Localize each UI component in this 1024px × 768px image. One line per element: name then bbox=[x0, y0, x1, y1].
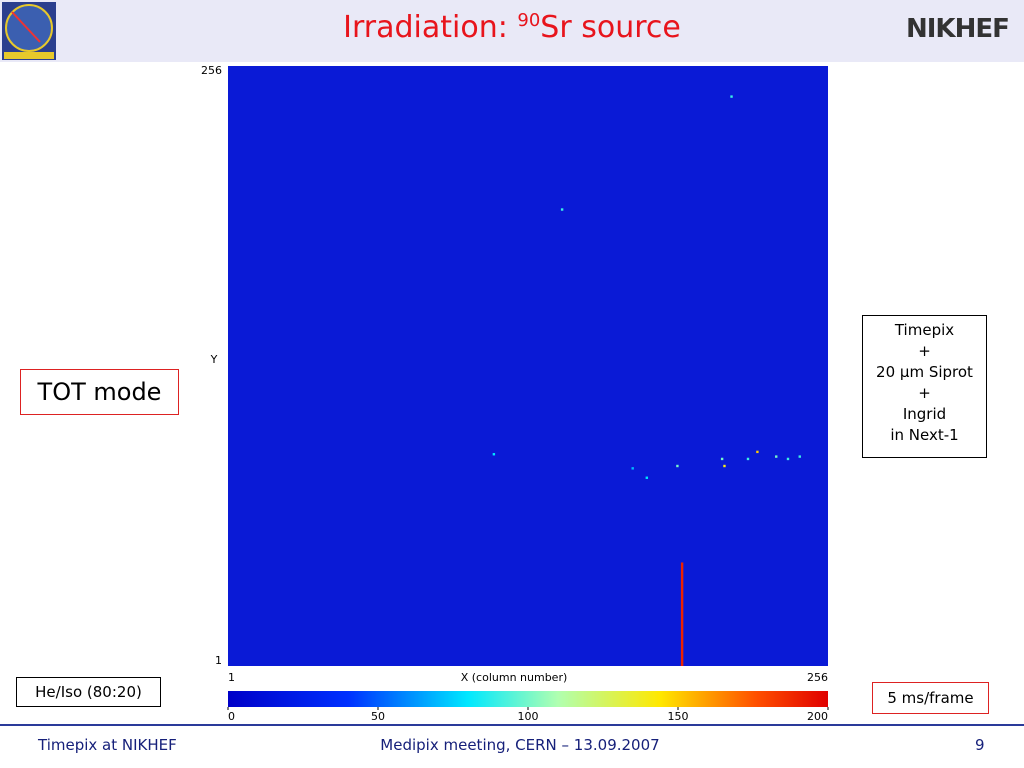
hit bbox=[631, 467, 634, 470]
colorbar-tick-label: 150 bbox=[668, 710, 689, 723]
x-tick-label: 1 bbox=[228, 671, 235, 684]
y-tick-label: 1 bbox=[215, 654, 222, 667]
hit bbox=[560, 208, 564, 211]
page-number: 9 bbox=[975, 736, 985, 754]
y-axis-label: Y bbox=[210, 353, 218, 366]
eudet-logo bbox=[2, 2, 56, 60]
header-band bbox=[0, 0, 1024, 62]
hit bbox=[798, 455, 801, 458]
info-line: + bbox=[918, 342, 931, 360]
info-line: Ingrid bbox=[902, 405, 947, 423]
info-line: Timepix bbox=[894, 321, 955, 339]
colorbar bbox=[228, 691, 828, 707]
track bbox=[680, 562, 684, 666]
hit bbox=[746, 457, 750, 461]
info-line: 20 µm Siprot bbox=[876, 363, 973, 381]
info-box: Timepix +20 µm Siprot + Ingrid in Next-1 bbox=[862, 315, 987, 458]
mode-box: TOT mode bbox=[20, 369, 179, 415]
colorbar-tick-label: 100 bbox=[518, 710, 539, 723]
slide-title: Irradiation: 90Sr source bbox=[343, 10, 681, 45]
x-axis-label: X (column number) bbox=[461, 671, 568, 684]
hit bbox=[730, 95, 733, 98]
gas-box: He/Iso (80:20) bbox=[16, 677, 161, 707]
rate-box: 5 ms/frame bbox=[872, 682, 989, 714]
colorbar-tick-label: 200 bbox=[807, 710, 828, 723]
hit bbox=[756, 450, 759, 454]
y-tick-label: 256 bbox=[201, 64, 222, 77]
info-line: + bbox=[918, 384, 931, 402]
hit bbox=[786, 457, 790, 461]
x-tick-label: 256 bbox=[807, 671, 828, 684]
plot-area bbox=[228, 66, 828, 666]
pixel-map: X (column number) Y 1 256 1 256 0 50 100 150 200 bbox=[201, 64, 829, 723]
footer-left: Timepix at NIKHEF bbox=[38, 736, 177, 754]
info-line: in Next-1 bbox=[890, 426, 959, 444]
nikhef-logo: NIKHEF bbox=[906, 14, 1010, 44]
hit bbox=[720, 457, 724, 461]
hit bbox=[723, 464, 726, 468]
colorbar-tick-label: 0 bbox=[228, 710, 235, 723]
colorbar-tick-label: 50 bbox=[371, 710, 385, 723]
hit bbox=[492, 453, 496, 456]
footer-line bbox=[0, 724, 1024, 726]
footer-center: Medipix meeting, CERN – 13.09.2007 bbox=[380, 736, 660, 754]
hit bbox=[775, 455, 778, 458]
hit bbox=[676, 464, 679, 468]
hit bbox=[645, 476, 649, 479]
